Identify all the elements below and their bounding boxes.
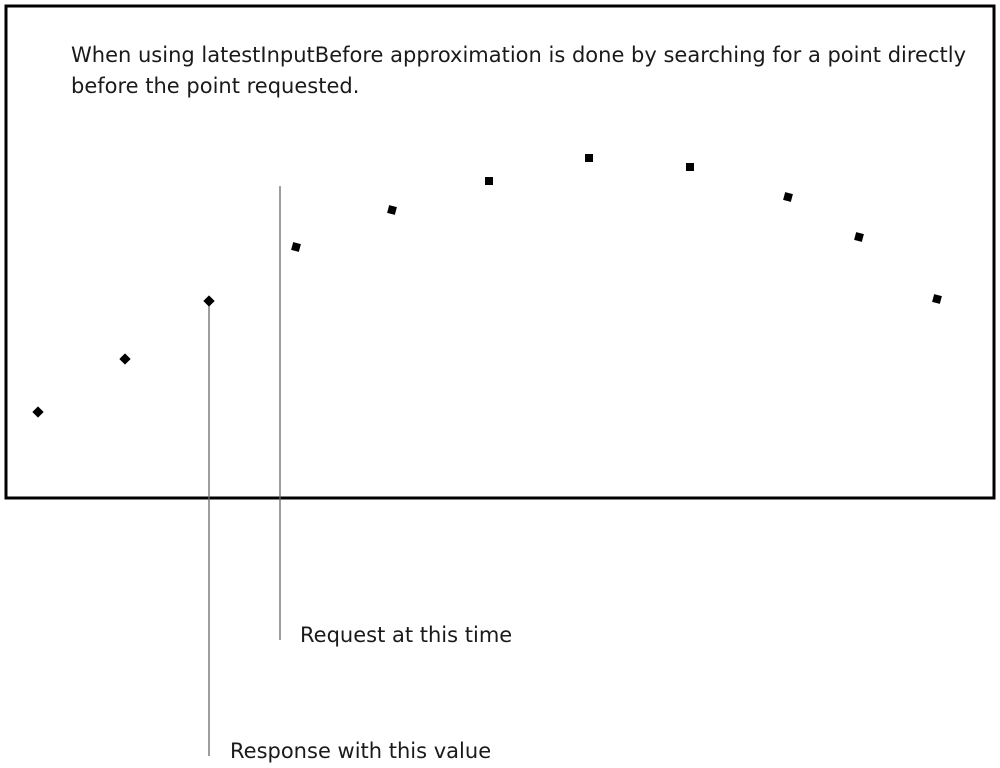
sample-point	[585, 154, 593, 162]
sample-point	[854, 232, 864, 242]
sample-point	[119, 353, 131, 365]
sample-point	[291, 242, 301, 252]
request-time-label: Request at this time	[300, 623, 513, 647]
sample-point	[203, 295, 215, 307]
plot-frame	[4, 4, 996, 500]
response-value-label: Response with this value	[230, 739, 492, 763]
sample-point	[485, 177, 493, 185]
sample-point	[932, 294, 942, 304]
sample-point	[387, 205, 397, 215]
sample-point	[686, 163, 694, 171]
sample-point	[783, 192, 793, 202]
sample-points	[32, 154, 942, 418]
description-text: When using latestInputBefore approximati…	[71, 43, 967, 98]
sample-point	[32, 406, 44, 418]
